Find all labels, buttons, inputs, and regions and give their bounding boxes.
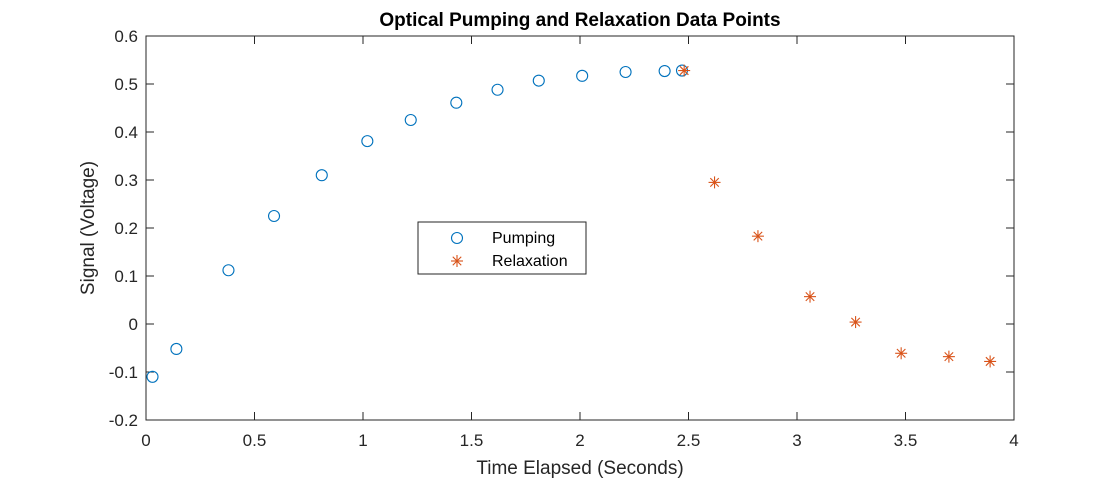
- series-pumping: [146, 64, 689, 383]
- y-tick-label: 0.1: [114, 267, 138, 286]
- data-point-pumping: [315, 169, 328, 182]
- data-point-pumping: [576, 69, 589, 82]
- asterisk-stroke: [850, 317, 861, 327]
- data-point-pumping: [404, 113, 417, 127]
- legend-label-relaxation: Relaxation: [492, 253, 568, 270]
- asterisk-stroke: [452, 256, 462, 266]
- x-axis: 0 0.5 1 1.5 2 2.5 3 3.5 4: [141, 36, 1019, 450]
- data-point-relaxation: [804, 290, 817, 303]
- legend-symbol: [451, 255, 463, 267]
- data-point-pumping: [619, 65, 632, 79]
- asterisk-stroke: [944, 352, 954, 362]
- x-tick-label: 1: [358, 431, 367, 450]
- y-tick-label: 0.4: [114, 123, 138, 142]
- data-point-pumping: [450, 96, 463, 109]
- asterisk-stroke: [753, 231, 763, 241]
- y-tick-label: 0.5: [114, 75, 138, 94]
- x-tick-label: 2.5: [677, 431, 701, 450]
- y-tick-label: -0.2: [109, 411, 138, 430]
- data-point-pumping: [361, 135, 374, 148]
- x-tick-label: 1.5: [460, 431, 484, 450]
- data-point-relaxation: [751, 230, 764, 243]
- y-axis-label: Signal (Voltage): [78, 161, 99, 295]
- y-tick-label: 0: [129, 315, 138, 334]
- data-point-relaxation: [942, 350, 955, 363]
- asterisk-stroke: [805, 292, 815, 302]
- data-point-pumping: [222, 264, 235, 277]
- legend-symbol: [450, 231, 464, 245]
- data-point-pumping: [491, 83, 504, 96]
- x-tick-label: 4: [1009, 431, 1018, 450]
- series-relaxation: [678, 64, 997, 368]
- data-point-pumping: [658, 64, 671, 78]
- chart-title: Optical Pumping and Relaxation Data Poin…: [379, 10, 780, 31]
- data-point-pumping: [146, 370, 159, 383]
- x-axis-label: Time Elapsed (Seconds): [476, 458, 683, 479]
- x-tick-label: 3.5: [894, 431, 918, 450]
- data-point-relaxation: [708, 176, 721, 189]
- asterisk-stroke: [985, 356, 995, 367]
- y-tick-label: 0.3: [114, 171, 138, 190]
- x-tick-label: 0: [141, 431, 150, 450]
- data-point-relaxation: [849, 316, 862, 329]
- x-tick-label: 0.5: [243, 431, 267, 450]
- legend: Pumping Relaxation: [417, 221, 587, 275]
- asterisk-stroke: [679, 65, 689, 76]
- legend-label-pumping: Pumping: [492, 230, 555, 247]
- legend-marker-pumping: [450, 231, 464, 245]
- data-series: [146, 64, 997, 383]
- asterisk-stroke: [896, 348, 906, 358]
- legend-box: [417, 221, 587, 275]
- data-point-pumping: [267, 209, 281, 223]
- data-point-relaxation: [984, 355, 997, 368]
- x-tick-label: 3: [792, 431, 801, 450]
- data-point-relaxation: [678, 64, 691, 77]
- data-point-pumping: [532, 74, 545, 87]
- x-tick-label: 2: [575, 431, 584, 450]
- y-tick-label: 0.2: [114, 219, 138, 238]
- y-axis: -0.2 -0.1 0 0.1 0.2 0.3 0.4 0.5 0.6: [109, 27, 1014, 430]
- asterisk-stroke: [709, 177, 720, 188]
- y-tick-label: 0.6: [114, 27, 138, 46]
- legend-marker-relaxation: [451, 255, 463, 267]
- y-tick-label: -0.1: [109, 363, 138, 382]
- data-point-pumping: [170, 342, 183, 356]
- data-point-relaxation: [895, 347, 908, 360]
